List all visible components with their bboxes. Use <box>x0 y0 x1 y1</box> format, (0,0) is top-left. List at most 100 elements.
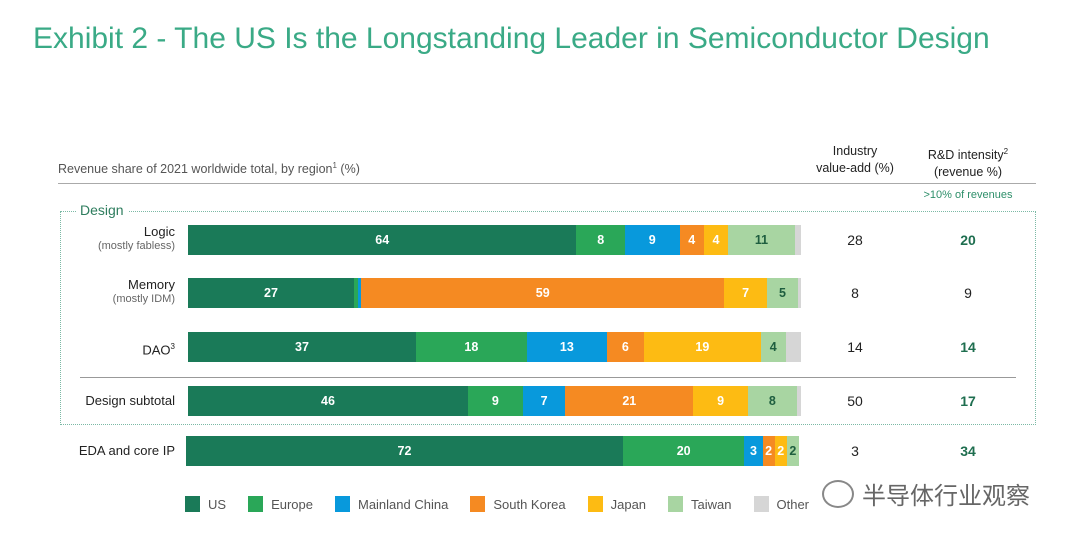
bar-segment-us: 72 <box>186 436 623 466</box>
row-label-text: Memory <box>128 277 175 292</box>
watermark: 半导体行业观察 <box>822 476 1030 511</box>
bar-segment-us: 46 <box>188 386 469 416</box>
legend-swatch <box>470 496 486 512</box>
legend-item: US <box>185 496 226 512</box>
value-add-cell: 50 <box>847 393 863 409</box>
legend-item: Taiwan <box>668 496 732 512</box>
value-add-cell: 14 <box>847 339 863 355</box>
bar-segment-mainland-china <box>357 278 362 308</box>
stacked-bar: 72 20 3 2 2 2 <box>186 436 799 466</box>
footnote-marker: 3 <box>170 342 175 351</box>
legend-item: South Korea <box>470 496 566 512</box>
row-label: DAO3 <box>40 339 175 357</box>
page-title: Exhibit 2 - The US Is the Longstanding L… <box>33 22 990 55</box>
legend-label: US <box>208 496 227 512</box>
bar-segment-japan: 2 <box>774 436 787 466</box>
legend-item: Japan <box>587 496 647 512</box>
bar-segment-europe: 18 <box>415 332 527 362</box>
bar-segment-mainland-china: 3 <box>744 436 763 466</box>
legend-label: Taiwan <box>691 496 732 512</box>
legend-label: Japan <box>610 496 647 512</box>
bar-segment-taiwan: 11 <box>728 225 795 255</box>
bar-segment-south-korea: 21 <box>565 386 694 416</box>
bar-segment-taiwan: 4 <box>760 332 786 362</box>
bar-segment-japan: 9 <box>693 386 749 416</box>
bar-segment-us: 27 <box>188 278 354 308</box>
rd-intensity-cell: 20 <box>960 232 976 248</box>
row-label: EDA and core IP <box>40 443 175 458</box>
row-sublabel: (mostly IDM) <box>112 293 175 305</box>
row-label: Logic (mostly fabless) <box>40 224 175 254</box>
legend-swatch <box>334 496 350 512</box>
row-label-text: DAO <box>142 342 171 358</box>
legend-swatch <box>185 496 200 512</box>
row-label-text: EDA and core IP <box>78 443 175 458</box>
bar-segment-us: 37 <box>188 332 416 362</box>
bar-segment-south-korea: 2 <box>762 436 775 466</box>
bar-segment-taiwan: 2 <box>786 436 799 466</box>
bar-segment-taiwan: 8 <box>748 386 797 416</box>
legend-item: Other <box>753 496 810 512</box>
row-sublabel: (mostly fabless) <box>97 240 175 252</box>
legend-label: Other <box>776 496 810 512</box>
legend-label: South Korea <box>493 496 566 512</box>
subtitle-unit: (%) <box>340 162 360 177</box>
rd-intensity-cell: 17 <box>960 393 976 409</box>
watermark-text: 半导体行业观察 <box>862 483 1030 510</box>
bar-segment-other <box>797 278 801 308</box>
bar-segment-taiwan: 5 <box>767 278 798 308</box>
bar-segment-europe: 8 <box>576 225 625 255</box>
bar-segment-europe: 9 <box>468 386 523 416</box>
row-label-text: Design subtotal <box>85 393 175 408</box>
design-group-box <box>60 211 1036 425</box>
subtotal-divider <box>80 377 1016 378</box>
header-line: (revenue %) <box>933 165 1003 180</box>
legend-label: Europe <box>271 496 313 512</box>
rd-threshold-note: >10% of revenues <box>923 189 1013 201</box>
header-line: R&D intensity <box>927 148 1004 163</box>
legend: US Europe Mainland China South Korea Japan Ta… <box>185 496 831 512</box>
bar-segment-europe: 20 <box>622 436 745 466</box>
legend-label: Mainland China <box>357 496 449 512</box>
legend-swatch <box>668 496 684 512</box>
bar-segment-japan: 19 <box>643 332 761 362</box>
header-line: Industry <box>832 144 878 158</box>
bar-segment-other <box>785 332 801 362</box>
subtitle-text: Revenue share of 2021 worldwide total, b… <box>58 162 333 177</box>
group-label-design: Design <box>76 202 128 218</box>
row-label: Memory (mostly IDM) <box>40 277 175 307</box>
bar-segment-south-korea: 4 <box>679 225 704 255</box>
footnote-marker: 2 <box>1003 147 1009 156</box>
bar-segment-japan: 7 <box>724 278 768 308</box>
footnote-marker: 1 <box>332 161 337 170</box>
bar-segment-japan: 4 <box>703 225 729 255</box>
bar-segment-south-korea: 59 <box>361 278 725 308</box>
stacked-bar: 37 18 13 6 19 4 <box>188 332 801 362</box>
bar-segment-south-korea: 6 <box>606 332 644 362</box>
bar-segment-mainland-china: 7 <box>522 386 566 416</box>
value-add-cell: 8 <box>851 285 859 301</box>
bar-segment-mainland-china: 9 <box>624 225 680 255</box>
bar-segment-europe <box>354 278 358 308</box>
column-header-value-add: Industry value-add (%) <box>790 143 920 177</box>
legend-swatch <box>753 496 769 512</box>
bar-segment-other <box>796 386 801 416</box>
chart-subtitle: Revenue share of 2021 worldwide total, b… <box>58 161 360 176</box>
value-add-cell: 28 <box>847 232 863 248</box>
bar-segment-us: 64 <box>188 225 577 255</box>
rd-intensity-cell: 34 <box>960 443 976 459</box>
value-add-cell: 3 <box>851 443 859 459</box>
rd-intensity-cell: 9 <box>964 285 972 301</box>
stacked-bar: 46 9 7 21 9 8 <box>188 386 801 416</box>
column-header-rd: R&D intensity2 (revenue %) <box>903 143 1033 181</box>
stacked-bar: 64 8 9 4 4 11 <box>188 225 801 255</box>
bar-segment-mainland-china: 13 <box>526 332 607 362</box>
legend-item: Mainland China <box>334 496 449 512</box>
legend-swatch <box>587 496 603 512</box>
rd-intensity-cell: 14 <box>960 339 976 355</box>
wechat-icon <box>822 479 854 508</box>
legend-item: Europe <box>248 496 313 512</box>
header-line: value-add (%) <box>816 161 894 175</box>
row-label-text: Logic <box>143 224 175 239</box>
legend-swatch <box>248 496 264 512</box>
